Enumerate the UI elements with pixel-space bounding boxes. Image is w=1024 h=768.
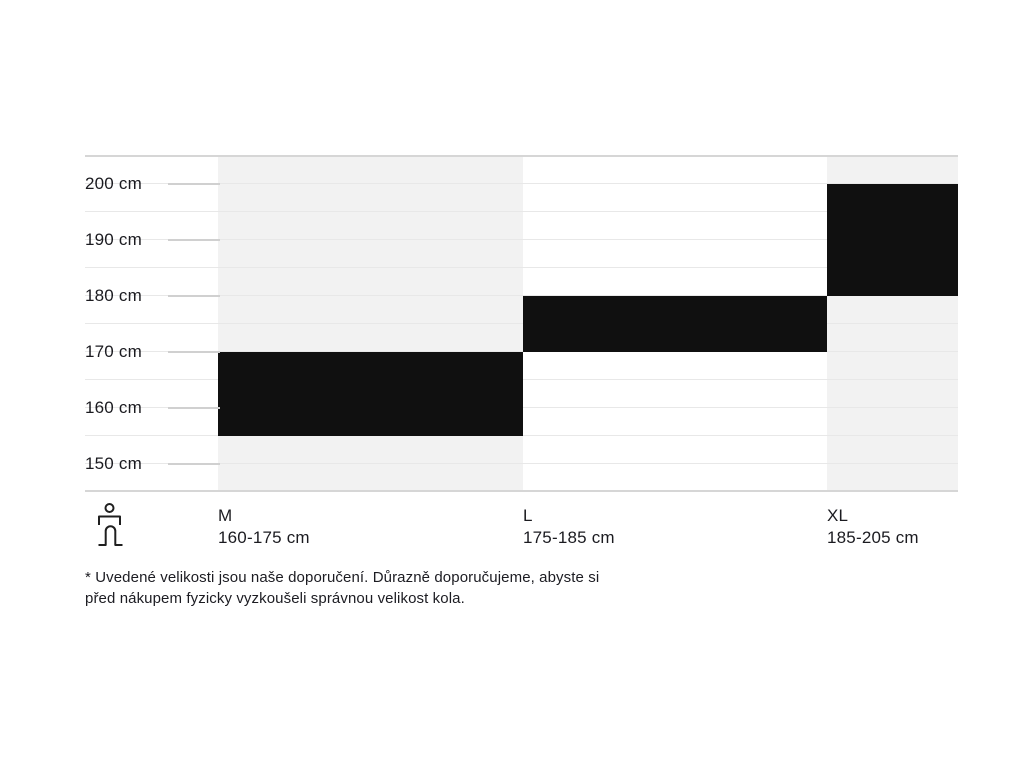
size-bar-M	[218, 351, 523, 436]
size-name: L	[523, 506, 533, 525]
y-tick-label: 190 cm	[85, 230, 142, 249]
footnote-line-1: * Uvedené velikosti jsou naše doporučení…	[85, 569, 600, 586]
footnote: * Uvedené velikosti jsou naše doporučení…	[85, 567, 599, 609]
axis-line	[85, 155, 958, 157]
gridline	[85, 211, 958, 212]
size-range: 175-185 cm	[523, 528, 615, 547]
y-tick-mark	[168, 463, 220, 465]
y-tick-mark	[168, 295, 220, 297]
size-name: XL	[827, 506, 849, 525]
y-tick-label: 180 cm	[85, 286, 142, 305]
gridline	[85, 463, 958, 464]
footnote-line-2: před nákupem fyzicky vyzkoušeli správnou…	[85, 590, 465, 607]
size-range: 160-175 cm	[218, 528, 310, 547]
y-tick-mark	[168, 239, 220, 241]
y-tick-label: 200 cm	[85, 174, 142, 193]
person-icon	[98, 503, 123, 546]
size-range: 185-205 cm	[827, 528, 919, 547]
y-tick-mark	[168, 407, 220, 409]
size-label-XL: XL 185-205 cm	[827, 505, 919, 549]
y-tick-label: 150 cm	[85, 454, 142, 473]
y-tick-mark	[168, 351, 220, 353]
gridline	[85, 435, 958, 436]
size-label-L: L 175-185 cm	[523, 505, 615, 549]
gridline	[85, 239, 958, 240]
y-tick-label: 170 cm	[85, 342, 142, 361]
gridline	[85, 323, 958, 324]
axis-line	[85, 490, 958, 492]
size-name: M	[218, 506, 233, 525]
y-tick-mark	[168, 183, 220, 185]
size-label-M: M 160-175 cm	[218, 505, 310, 549]
gridline	[85, 183, 958, 184]
y-tick-label: 160 cm	[85, 398, 142, 417]
gridline	[85, 295, 958, 296]
height-size-chart	[85, 155, 958, 492]
gridline	[85, 267, 958, 268]
size-bar-XL	[827, 183, 958, 296]
size-bar-L	[523, 295, 827, 352]
